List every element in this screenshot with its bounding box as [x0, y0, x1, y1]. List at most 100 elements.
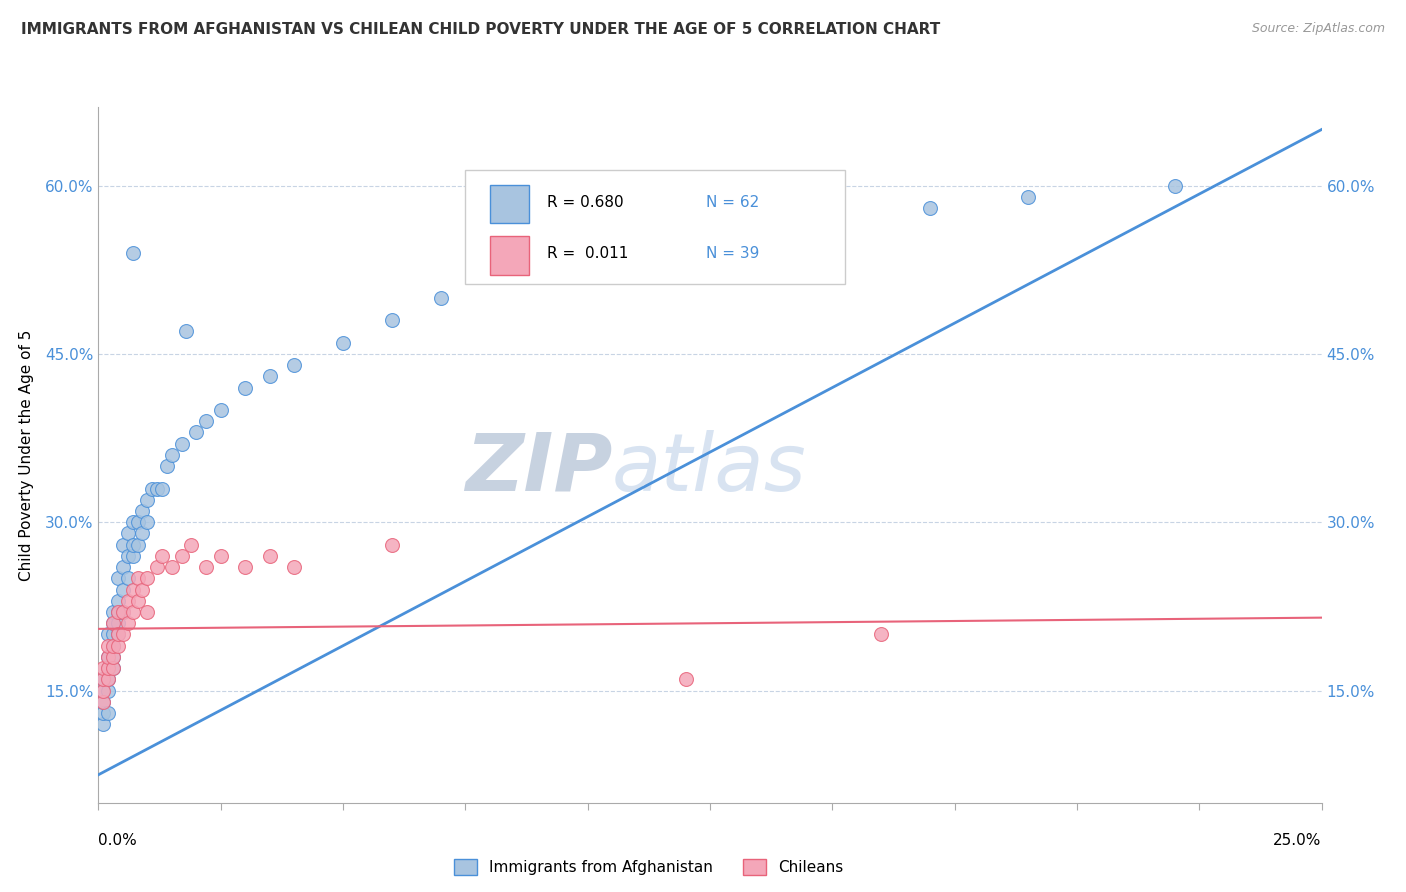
Point: [170, 549, 193, 563]
Point: [97, 683, 120, 698]
Point: [91, 695, 114, 709]
Point: [107, 571, 129, 585]
Point: [97, 627, 120, 641]
Point: [121, 515, 143, 529]
Point: [107, 605, 129, 619]
Point: [97, 673, 120, 687]
Point: [150, 482, 173, 496]
FancyBboxPatch shape: [489, 185, 529, 223]
Legend: Immigrants from Afghanistan, Chileans: Immigrants from Afghanistan, Chileans: [454, 859, 844, 875]
Point: [91, 706, 114, 720]
Point: [675, 673, 697, 687]
Point: [101, 661, 124, 675]
Point: [91, 673, 114, 687]
Point: [283, 560, 305, 574]
Text: Source: ZipAtlas.com: Source: ZipAtlas.com: [1251, 22, 1385, 36]
Point: [101, 639, 124, 653]
Point: [101, 639, 124, 653]
Point: [127, 515, 149, 529]
Point: [146, 560, 169, 574]
Point: [136, 571, 159, 585]
Text: N = 62: N = 62: [706, 194, 759, 210]
Point: [97, 649, 120, 664]
Text: 0.0%: 0.0%: [98, 832, 138, 847]
Point: [127, 571, 149, 585]
Point: [117, 526, 139, 541]
Point: [131, 526, 153, 541]
Point: [1164, 178, 1187, 193]
Point: [107, 616, 129, 631]
Point: [111, 605, 134, 619]
Point: [180, 538, 202, 552]
Point: [160, 448, 183, 462]
Point: [91, 695, 114, 709]
Point: [675, 223, 697, 237]
Point: [97, 639, 120, 653]
Point: [107, 639, 129, 653]
Point: [117, 616, 139, 631]
Point: [136, 492, 159, 507]
Point: [91, 717, 114, 731]
Point: [131, 582, 153, 597]
Point: [111, 627, 134, 641]
Point: [141, 482, 163, 496]
Point: [121, 549, 143, 563]
Point: [821, 201, 844, 215]
Point: [117, 571, 139, 585]
Point: [233, 560, 256, 574]
Point: [131, 504, 153, 518]
Point: [170, 436, 193, 450]
Text: 25.0%: 25.0%: [1274, 832, 1322, 847]
Point: [176, 325, 198, 339]
Text: R = 0.680: R = 0.680: [547, 194, 624, 210]
Text: atlas: atlas: [612, 430, 807, 508]
Point: [870, 627, 893, 641]
Point: [121, 605, 143, 619]
Text: ZIP: ZIP: [465, 430, 612, 508]
Point: [97, 661, 120, 675]
Point: [259, 369, 281, 384]
Point: [160, 560, 183, 574]
Point: [91, 673, 114, 687]
Point: [186, 425, 208, 440]
Y-axis label: Child Poverty Under the Age of 5: Child Poverty Under the Age of 5: [18, 329, 34, 581]
Point: [91, 683, 114, 698]
Point: [283, 358, 305, 372]
Point: [127, 538, 149, 552]
Point: [97, 661, 120, 675]
Point: [97, 706, 120, 720]
Point: [195, 560, 218, 574]
Point: [107, 594, 129, 608]
Point: [91, 683, 114, 698]
Point: [233, 381, 256, 395]
Text: IMMIGRANTS FROM AFGHANISTAN VS CHILEAN CHILD POVERTY UNDER THE AGE OF 5 CORRELAT: IMMIGRANTS FROM AFGHANISTAN VS CHILEAN C…: [21, 22, 941, 37]
Point: [107, 627, 129, 641]
Text: R =  0.011: R = 0.011: [547, 246, 628, 261]
Point: [156, 459, 179, 474]
FancyBboxPatch shape: [489, 236, 529, 275]
Point: [209, 549, 232, 563]
Point: [117, 594, 139, 608]
Text: N = 39: N = 39: [706, 246, 759, 261]
Point: [101, 661, 124, 675]
Point: [91, 661, 114, 675]
Point: [107, 627, 129, 641]
Point: [576, 246, 599, 260]
FancyBboxPatch shape: [465, 169, 845, 285]
Point: [111, 605, 134, 619]
Point: [381, 313, 404, 327]
Point: [121, 582, 143, 597]
Point: [195, 414, 218, 428]
Point: [101, 627, 124, 641]
Point: [1017, 190, 1039, 204]
Point: [150, 549, 173, 563]
Point: [107, 605, 129, 619]
Point: [101, 649, 124, 664]
Point: [332, 335, 354, 350]
Point: [430, 291, 453, 305]
Point: [101, 616, 124, 631]
Point: [127, 594, 149, 608]
Point: [209, 403, 232, 417]
Point: [111, 560, 134, 574]
Point: [478, 268, 501, 283]
